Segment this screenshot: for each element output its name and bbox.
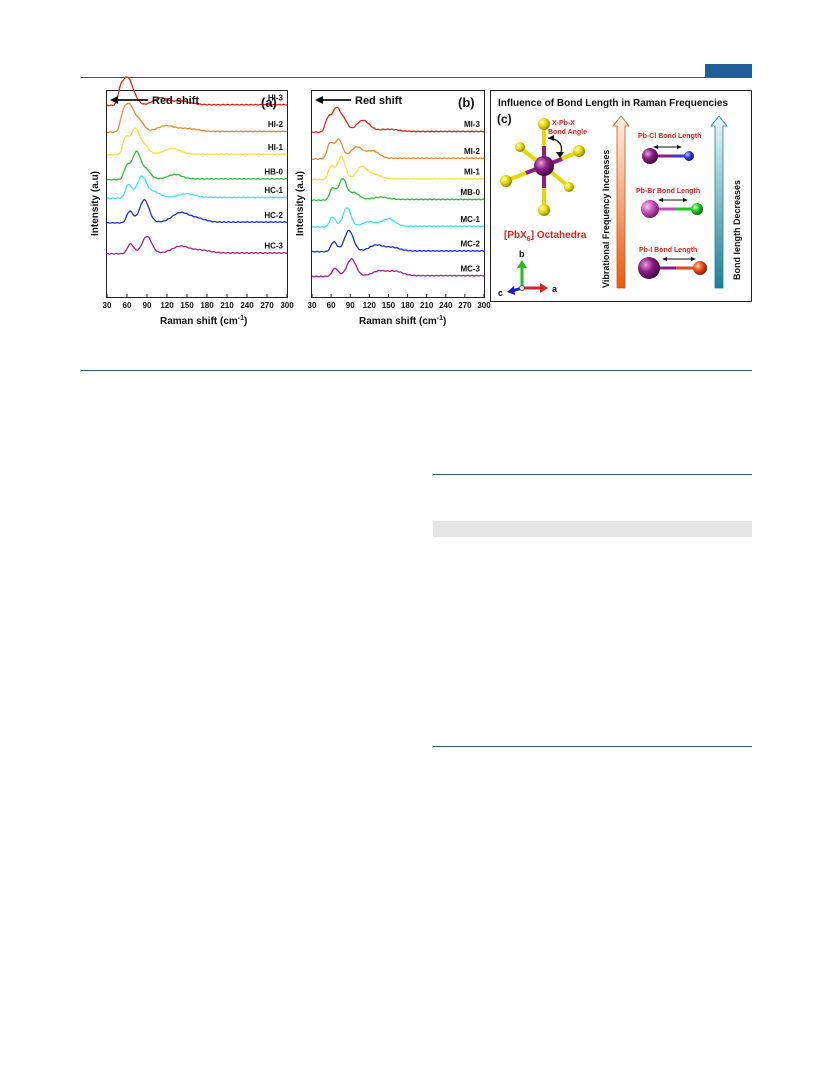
- header-rule: [81, 77, 752, 78]
- series-label-mi-2: MI-2: [464, 147, 481, 156]
- y-axis-label-a: Intensity (a.u): [90, 171, 101, 236]
- x-tick-label: 30: [308, 301, 317, 310]
- figure-panel-c: Influence of Bond Length in Raman Freque…: [490, 90, 752, 302]
- spectrum-line-hb-0: [106, 150, 288, 181]
- y-axis-label-b: Intensity (a.u): [295, 171, 306, 236]
- figure-panel-b: MI-3 MI-2 MI-1 MB-0 MC-1 MC-2 MC-3 30 60 90 120 15…: [285, 86, 491, 336]
- spectrum-line-mc-2: [311, 229, 485, 253]
- pbx6-octahedron: [500, 118, 585, 216]
- spectrum-line-hc-1: [106, 175, 288, 200]
- octahedra-label: [PbX6] Octahedra: [504, 230, 587, 243]
- x-tick-label: 300: [280, 301, 294, 310]
- panel-tag-a: (a): [261, 95, 277, 110]
- red-shift-label: Red shift: [355, 95, 402, 107]
- series-label-hc-2: HC-2: [264, 211, 283, 220]
- x-axis-label-b: Raman shift (cm-1): [359, 315, 446, 327]
- plot-frame-b: [311, 90, 485, 298]
- header-tab-block: [705, 64, 752, 77]
- series-label-hi-3: HI-3: [268, 93, 284, 102]
- series-label-mi-1: MI-1: [464, 168, 481, 177]
- x-tick-label: 210: [220, 301, 234, 310]
- red-shift-label: Red shift: [152, 95, 199, 107]
- halide-atom: [538, 204, 550, 216]
- pb-i-bond-label: Pb-I Bond Length: [639, 247, 697, 254]
- spectrum-line-hc-2: [106, 199, 288, 224]
- schematic-title: Influence of Bond Length in Raman Freque…: [498, 98, 728, 109]
- figure-panel-a: HI-3 HI-2 HI-1 HB-0 HC-1 HC-2 HC-3 30 60 90 120 15…: [80, 76, 296, 336]
- vibrational-frequency-label: Vibrational Frequency Increases: [601, 150, 611, 288]
- x-tick-label: 270: [260, 301, 274, 310]
- x-tick-label: 270: [458, 301, 472, 310]
- panel-tag-c: (c): [497, 112, 512, 126]
- x-tick-label: 180: [401, 301, 415, 310]
- x-tick-label: 240: [240, 301, 254, 310]
- red-shift-arrowhead: [110, 96, 118, 104]
- spectrum-line-mi-3: [311, 106, 485, 134]
- spectrum-line-mc-3: [311, 258, 485, 278]
- series-label-hb-0: HB-0: [264, 168, 283, 177]
- plot-frame-a: [106, 90, 288, 298]
- x-tick-label: 120: [363, 301, 377, 310]
- x-tick-label: 180: [200, 301, 214, 310]
- table-bottom-rule: [433, 746, 752, 747]
- panel-tag-b: (b): [458, 95, 475, 110]
- bond-length-decreases-label: Bond length Decreases: [732, 180, 742, 280]
- series-label-hc-3: HC-3: [264, 242, 283, 251]
- x-axis-label-a: Raman shift (cm-1): [160, 315, 247, 327]
- crystal-axes-triad: [507, 260, 548, 295]
- bond-angle-label-line1: X-Pb-X: [552, 120, 575, 127]
- pb-cl-bond: [642, 145, 694, 164]
- lead-atom: [534, 156, 554, 176]
- pb-i-bond: [638, 257, 707, 279]
- spectrum-line-hc-3: [106, 235, 288, 255]
- spectrum-line-hi-3: [106, 76, 288, 107]
- series-label-mc-1: MC-1: [460, 215, 480, 224]
- pb-br-bond-label: Pb-Br Bond Length: [636, 188, 700, 195]
- axis-b-label: b: [519, 249, 525, 259]
- spectrum-line-mb-0: [311, 178, 485, 202]
- series-label-mc-2: MC-2: [460, 240, 480, 249]
- halide-atom: [564, 182, 574, 192]
- halide-atom: [515, 142, 525, 152]
- table-header-shade: [433, 521, 752, 537]
- x-tick-label: 30: [103, 301, 112, 310]
- spectrum-line-mi-1: [311, 155, 484, 181]
- figure-bottom-rule: [81, 370, 752, 371]
- x-tick-label: 120: [160, 301, 174, 310]
- x-tick-label: 60: [123, 301, 132, 310]
- pb-br-bond: [641, 198, 703, 218]
- series-label-mb-0: MB-0: [460, 188, 480, 197]
- spectrum-line-hi-1: [106, 127, 288, 156]
- halide-atom: [573, 145, 585, 157]
- bond-length-decrease-arrow: [710, 115, 728, 289]
- red-shift-arrowhead: [315, 96, 323, 104]
- spectrum-line-mc-1: [311, 207, 485, 228]
- series-label-mi-3: MI-3: [464, 120, 481, 129]
- frequency-increase-arrow: [612, 115, 630, 289]
- series-label-hc-1: HC-1: [264, 186, 283, 195]
- x-tick-label: 90: [143, 301, 152, 310]
- bond-length-schematic: Influence of Bond Length in Raman Freque…: [497, 98, 742, 298]
- pb-cl-bond-label: Pb-Cl Bond Length: [638, 133, 701, 140]
- spectrum-line-mi-2: [311, 138, 485, 160]
- halide-atom: [538, 118, 550, 130]
- spectra-plot-b: MI-3 MI-2 MI-1 MB-0 MC-1 MC-2 MC-3 30 60 90 120 15…: [295, 95, 491, 327]
- x-tick-label: 60: [327, 301, 336, 310]
- bond-angle-label-line2: Bond Angle: [548, 129, 587, 136]
- series-label-mc-3: MC-3: [460, 264, 480, 273]
- x-tick-label: 150: [382, 301, 396, 310]
- table-top-rule: [433, 474, 752, 475]
- series-label-hi-1: HI-1: [268, 143, 284, 152]
- series-label-hi-2: HI-2: [268, 120, 284, 129]
- x-tick-label: 150: [180, 301, 194, 310]
- axis-a-label: a: [552, 284, 558, 294]
- x-tick-label: 240: [439, 301, 453, 310]
- x-tick-label: 90: [346, 301, 355, 310]
- spectra-plot-a: HI-3 HI-2 HI-1 HB-0 HC-1 HC-2 HC-3 30 60 90 120 15…: [90, 76, 294, 327]
- x-tick-label: 300: [477, 301, 491, 310]
- x-tick-label: 210: [420, 301, 434, 310]
- axis-c-label: c: [498, 288, 503, 298]
- halide-atom: [500, 175, 512, 187]
- spectrum-line-hi-2: [106, 102, 288, 134]
